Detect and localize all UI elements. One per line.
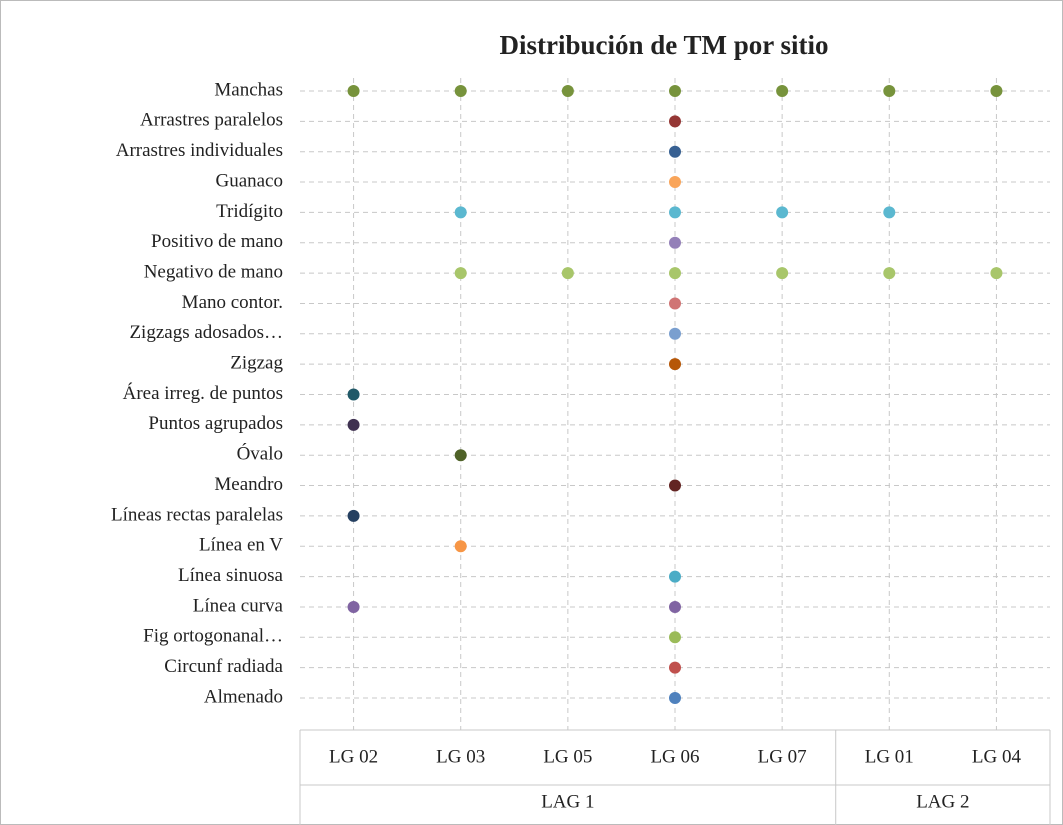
dot (669, 358, 681, 371)
dot (669, 236, 681, 249)
dot (669, 145, 681, 158)
y-tick-label: Negativo de mano (144, 261, 283, 282)
dot (347, 600, 360, 613)
dot (669, 479, 681, 492)
dot (561, 85, 574, 97)
y-tick-label: Línea sinuosa (178, 565, 284, 586)
y-tick-label: Meandro (214, 474, 283, 495)
x-tick-label: LG 07 (758, 746, 807, 767)
y-tick-label: Arrastres individuales (116, 140, 283, 161)
y-tick-label: Positivo de mano (151, 231, 283, 252)
x-tick-label: LG 01 (865, 746, 914, 767)
y-tick-label: Almenado (204, 686, 283, 707)
y-tick-label: Arrastres paralelos (140, 110, 283, 131)
dot (454, 206, 467, 219)
y-tick-label: Tridígito (216, 201, 283, 222)
dot (669, 327, 681, 340)
dot (669, 631, 681, 644)
dot (883, 267, 896, 280)
dot (669, 85, 681, 97)
dot (776, 85, 789, 97)
dot (347, 509, 360, 522)
x-tick-label: LG 06 (650, 746, 699, 767)
dot (776, 206, 789, 219)
dot (347, 388, 360, 401)
dot (669, 206, 681, 219)
y-tick-label: Manchas (214, 79, 283, 100)
dot (990, 267, 1003, 280)
dot (454, 267, 467, 280)
dot (454, 540, 467, 553)
y-tick-label: Mano contor. (182, 292, 283, 313)
group-label: LAG 1 (541, 791, 594, 812)
y-tick-label: Línea curva (193, 595, 284, 616)
y-tick-label: Zigzags adosados… (129, 322, 283, 343)
dot (669, 267, 681, 280)
dot (776, 267, 789, 280)
group-label: LAG 2 (916, 791, 969, 812)
dot (669, 176, 681, 189)
dot (883, 206, 896, 219)
x-tick-label: LG 05 (543, 746, 592, 767)
y-tick-label: Línea en V (199, 535, 283, 556)
dot (669, 692, 681, 704)
dot (347, 85, 360, 97)
dot (347, 418, 360, 431)
x-tick-label: LG 04 (972, 746, 1022, 767)
y-tick-label: Zigzag (230, 353, 283, 374)
dot (454, 85, 467, 97)
dot (669, 570, 681, 583)
y-tick-label: Circunf radiada (164, 656, 283, 677)
chart-title: Distribución de TM por sitio (499, 30, 828, 60)
x-tick-label: LG 02 (329, 746, 378, 767)
dot (669, 600, 681, 613)
y-tick-label: Líneas rectas paralelas (111, 504, 283, 525)
dot (669, 661, 681, 674)
y-tick-label: Puntos agrupados (148, 413, 283, 434)
dot (990, 85, 1003, 97)
dot (561, 267, 574, 280)
dot (669, 297, 681, 310)
y-tick-label: Área irreg. de puntos (123, 382, 283, 404)
dot (669, 115, 681, 128)
x-tick-label: LG 03 (436, 746, 485, 767)
dot (883, 85, 896, 97)
y-tick-label: Guanaco (215, 170, 283, 191)
y-tick-label: Fig ortogonanal… (143, 626, 283, 647)
y-tick-label: Óvalo (237, 443, 283, 465)
dot (454, 449, 467, 462)
